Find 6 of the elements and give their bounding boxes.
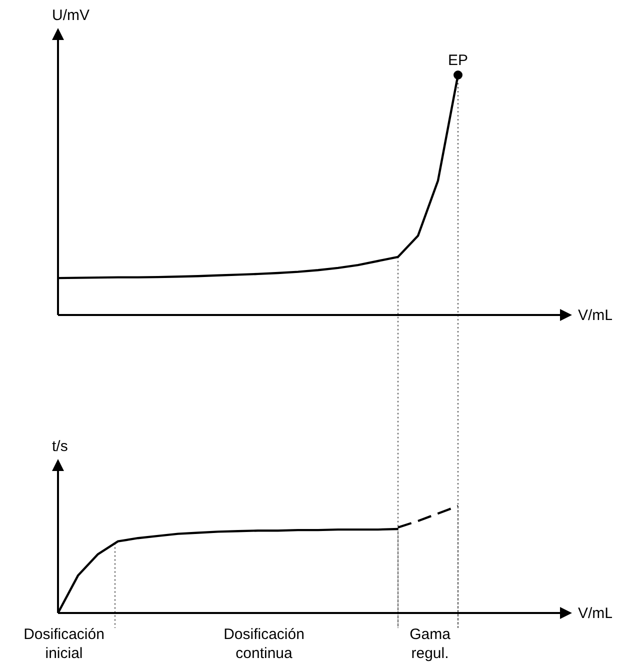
text: Gama regul. <box>410 626 452 662</box>
text: EP <box>448 52 468 69</box>
y-axis-title: t/s <box>52 438 68 455</box>
y-axis-title: U/mV <box>52 7 90 24</box>
text: Dosificación inicial <box>24 626 104 662</box>
text: Dosificación continua <box>224 626 304 662</box>
